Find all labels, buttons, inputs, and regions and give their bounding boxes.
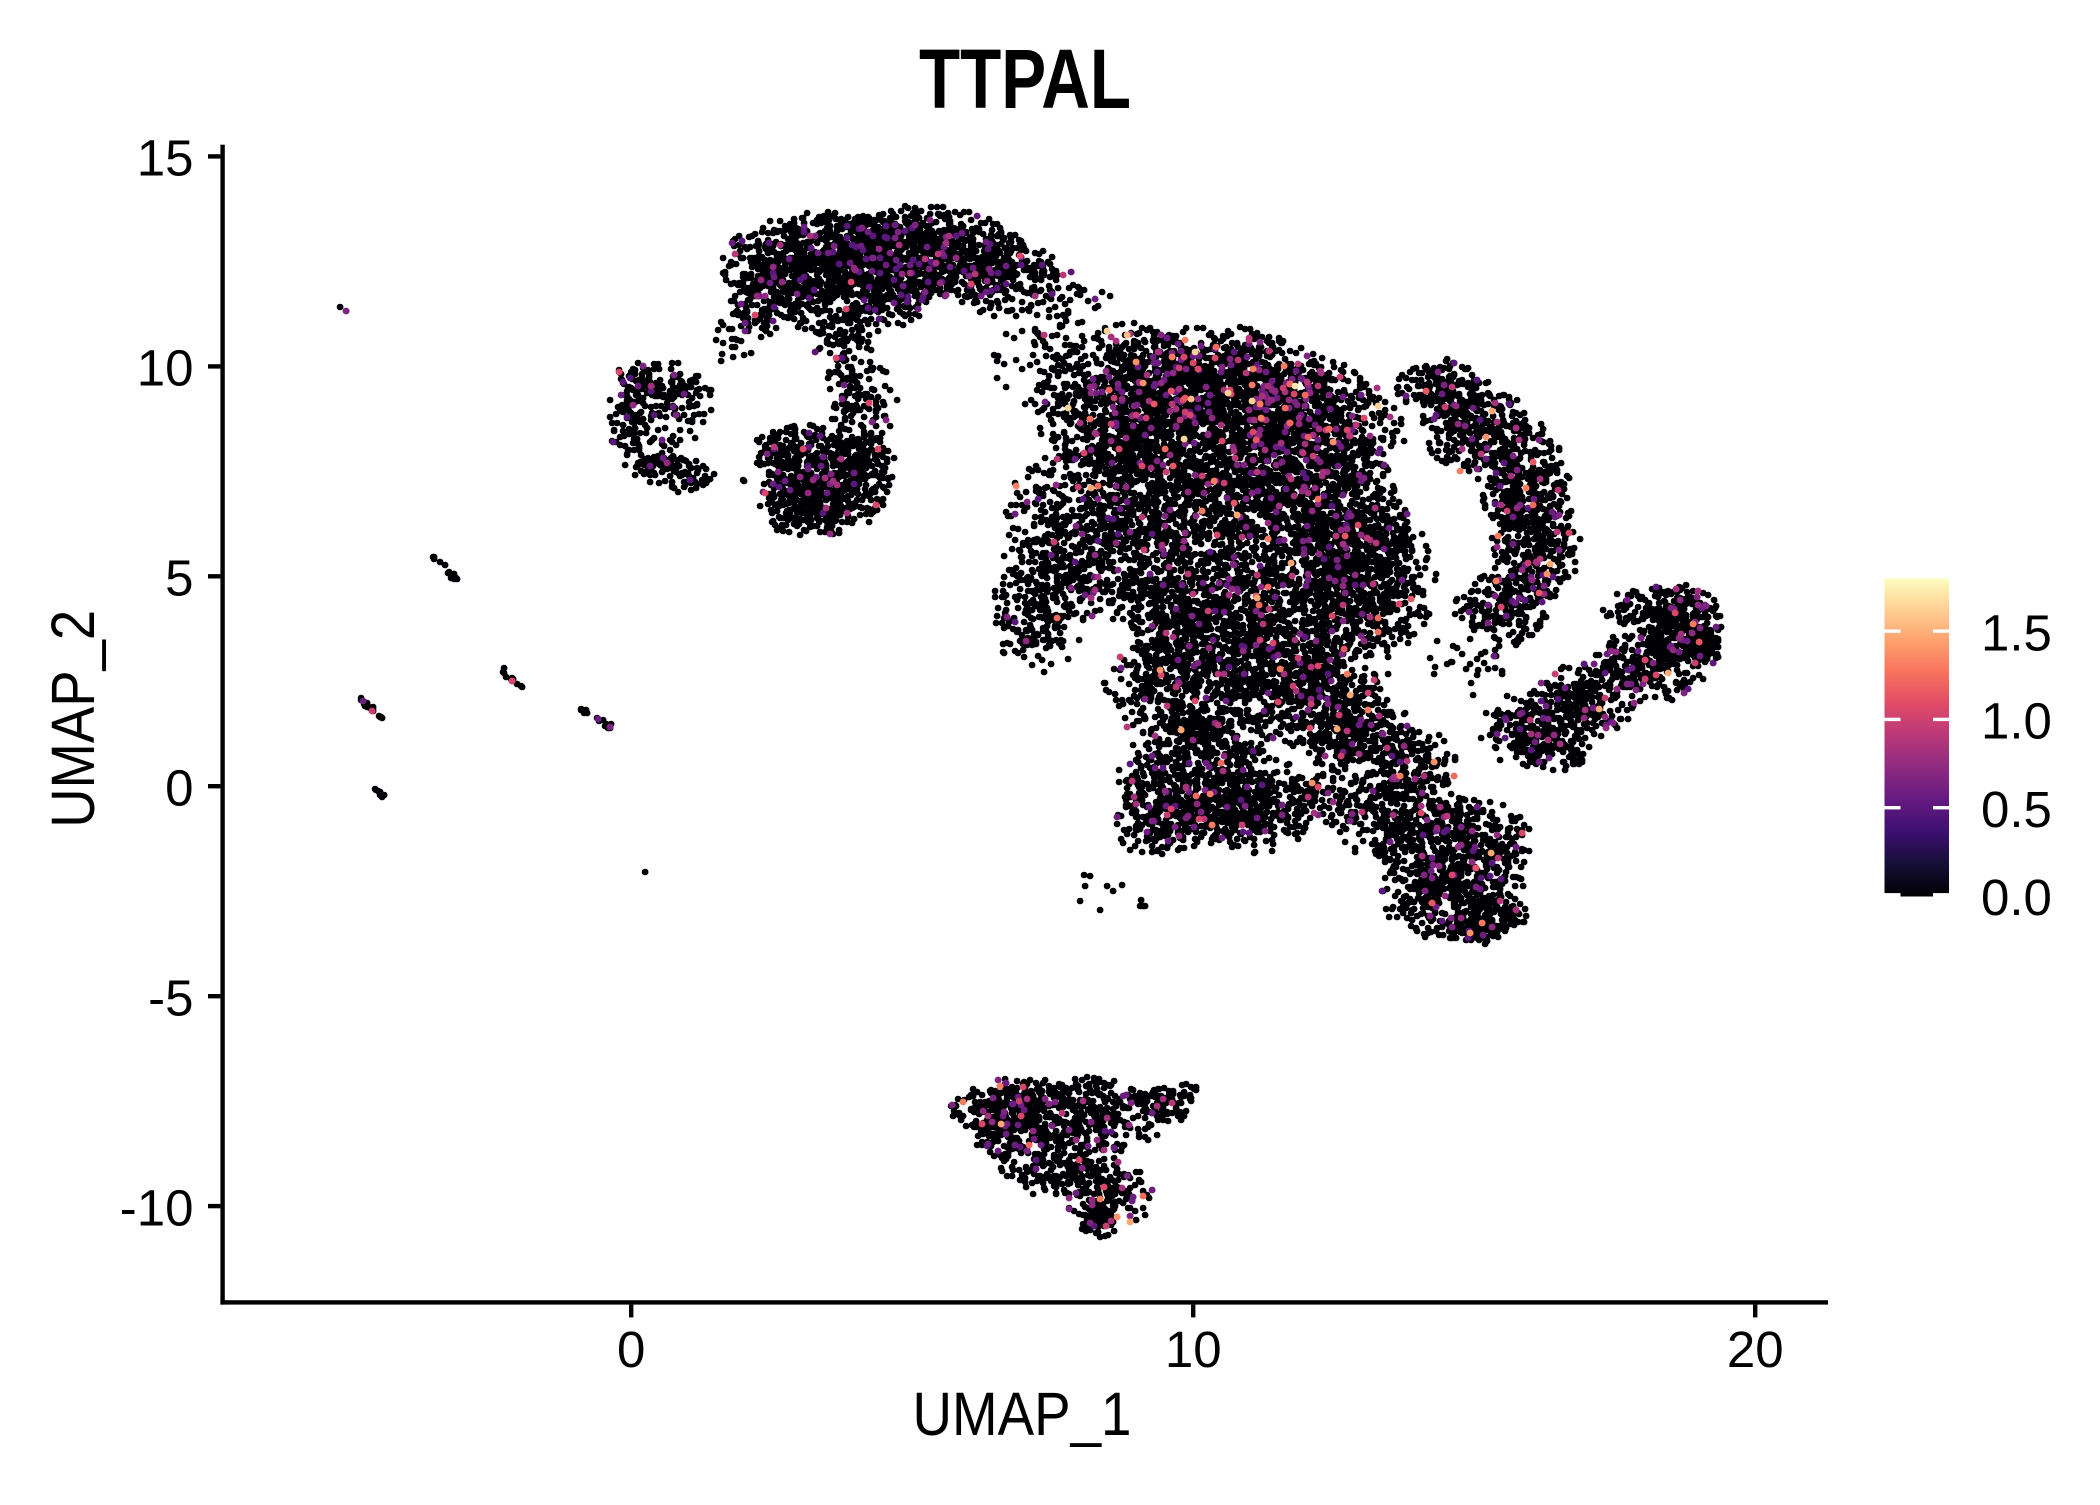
svg-text:UMAP_1: UMAP_1	[913, 1380, 1132, 1448]
svg-text:20: 20	[1727, 1321, 1784, 1378]
svg-text:-10: -10	[120, 1179, 194, 1236]
svg-text:1.0: 1.0	[1981, 693, 2052, 750]
svg-text:TTPAL: TTPAL	[919, 32, 1131, 126]
svg-text:10: 10	[137, 340, 194, 397]
svg-text:0.0: 0.0	[1981, 869, 2052, 926]
svg-text:15: 15	[137, 130, 194, 187]
svg-text:0: 0	[165, 759, 193, 816]
svg-text:0: 0	[617, 1321, 645, 1378]
svg-text:10: 10	[1165, 1321, 1222, 1378]
svg-text:UMAP_2: UMAP_2	[39, 610, 107, 828]
svg-text:0.5: 0.5	[1981, 781, 2052, 838]
svg-text:5: 5	[165, 550, 193, 607]
svg-text:1.5: 1.5	[1981, 604, 2052, 661]
svg-text:-5: -5	[148, 969, 193, 1026]
